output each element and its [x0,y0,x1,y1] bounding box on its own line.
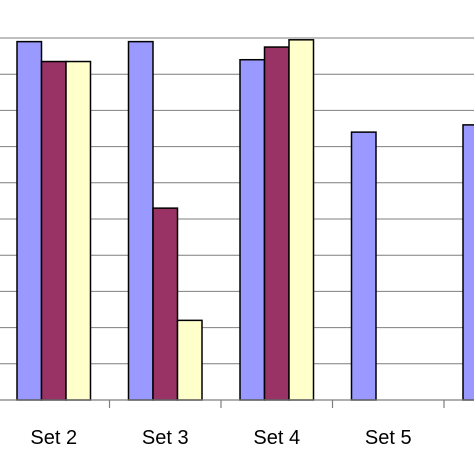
bar [127,40,154,401]
bar [462,124,474,401]
x-tick-labels: Set 2 Set 3 Set 4 Set 5 [30,427,411,449]
bar [263,46,290,401]
bar [65,60,92,401]
bar [16,40,43,401]
x-tick-label: Set 2 [30,427,77,449]
x-tick-label: Set 3 [142,427,189,449]
x-tick-label: Set 4 [253,427,300,449]
x-axis [0,399,474,408]
bar [152,207,179,401]
bar [176,319,203,401]
x-tick-label: Set 5 [365,427,412,449]
bars [16,39,474,401]
bar [350,131,377,401]
bar [40,60,67,401]
bar [288,39,315,401]
bar [239,58,266,401]
